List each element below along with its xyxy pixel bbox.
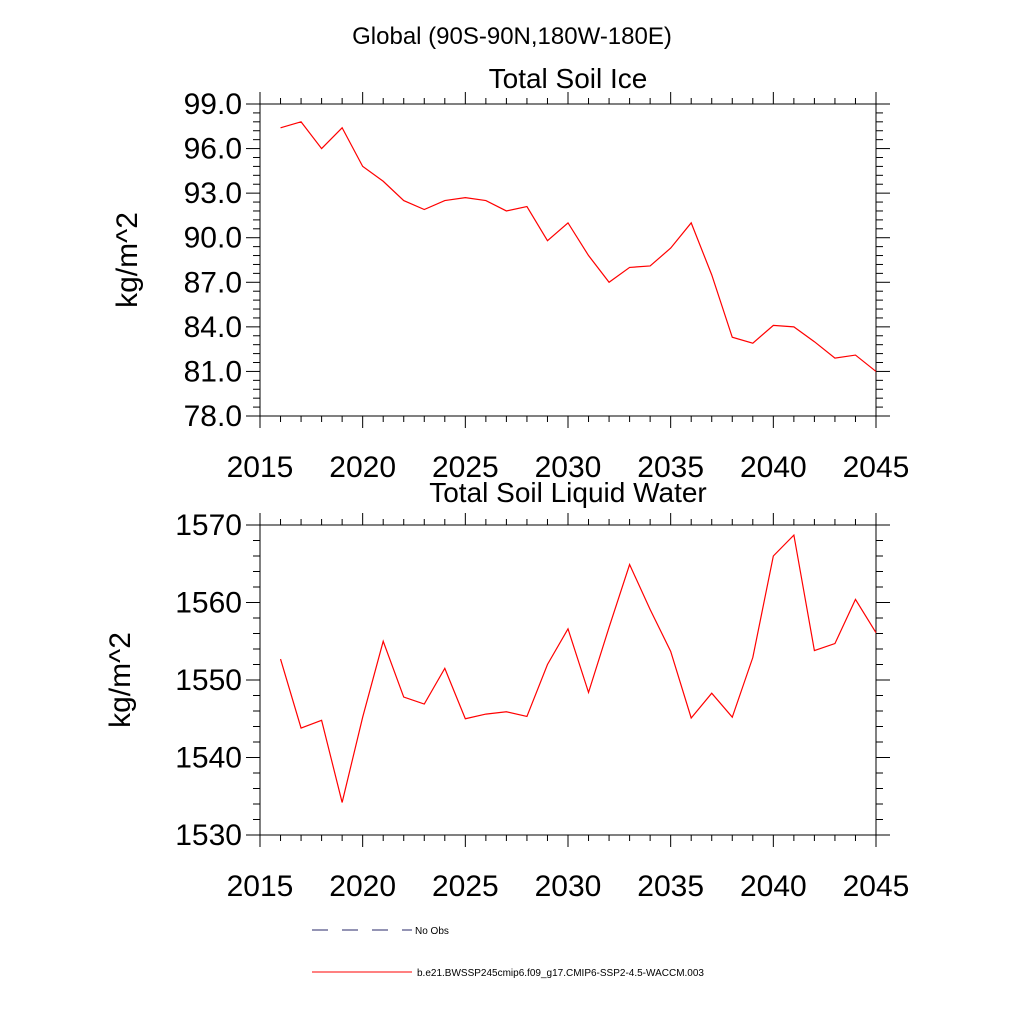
chart-0-x-tick-label: 2045 (843, 451, 910, 484)
chart-1-y-tick-label: 1560 (175, 587, 242, 620)
chart-1-y-tick-label: 1540 (175, 742, 242, 775)
chart-total-soil-ice: Total Soil Ice kg/m^2 2015 2020 2025 2030 2035… (111, 63, 909, 484)
chart-0-y-tick-label: 87.0 (184, 266, 242, 299)
chart-1-y-tick-label: 1570 (175, 509, 242, 542)
chart-0-y-axis-label: kg/m^2 (111, 212, 144, 308)
chart-0-y-tick-label: 96.0 (184, 133, 242, 166)
chart-0-y-tick-label: 93.0 (184, 177, 242, 210)
chart-1-plot-frame (259, 524, 877, 836)
chart-0-y-tick-label: 84.0 (184, 311, 242, 344)
chart-1-y-axis-label: kg/m^2 (104, 632, 137, 728)
chart-1-y-tick-label: 1530 (175, 819, 242, 852)
chart-0-x-tick-label: 2015 (227, 451, 294, 484)
chart-0-y-tick-label: 99.0 (184, 88, 242, 121)
legend-label-model: b.e21.BWSSP245cmip6.f09_g17.CMIP6-SSP2-4… (417, 968, 704, 979)
chart-0-x-tick-label: 2035 (637, 451, 704, 484)
chart-1-series-line-0 (279, 533, 877, 803)
chart-1-x-tick-label: 2025 (432, 870, 499, 903)
chart-1-title: Total Soil Liquid Water (429, 477, 707, 508)
chart-0-plot-frame (259, 103, 877, 417)
chart-1-x-tick-label: 2045 (843, 870, 910, 903)
chart-0-x-tick-label: 2030 (535, 451, 602, 484)
chart-1-y-tick-label: 1550 (175, 664, 242, 697)
chart-1-x-tick-label: 2015 (227, 870, 294, 903)
chart-0-y-tick-label: 90.0 (184, 222, 242, 255)
chart-1-x-tick-label: 2035 (637, 870, 704, 903)
legend: No Obs b.e21.BWSSP245cmip6.f09_g17.CMIP6-… (312, 926, 704, 979)
chart-1-x-tick-label: 2030 (535, 870, 602, 903)
chart-0-y-tick-label: 78.0 (184, 400, 242, 433)
chart-total-soil-liquid-water: Total Soil Liquid Water kg/m^2 2015 2020 202… (104, 477, 909, 903)
chart-0-x-tick-label: 2020 (329, 451, 396, 484)
figure-title: Global (90S-90N,180W-180E) (352, 23, 672, 50)
chart-0-series-line-0 (280, 121, 877, 372)
chart-1-x-tick-label: 2040 (740, 870, 807, 903)
chart-1-x-tick-label: 2020 (329, 870, 396, 903)
legend-label-no-obs: No Obs (415, 926, 449, 937)
chart-0-y-tick-label: 81.0 (184, 355, 242, 388)
chart-0-x-tick-label: 2040 (740, 451, 807, 484)
chart-0-title: Total Soil Ice (489, 63, 648, 94)
chart-0-x-tick-label: 2025 (432, 451, 499, 484)
